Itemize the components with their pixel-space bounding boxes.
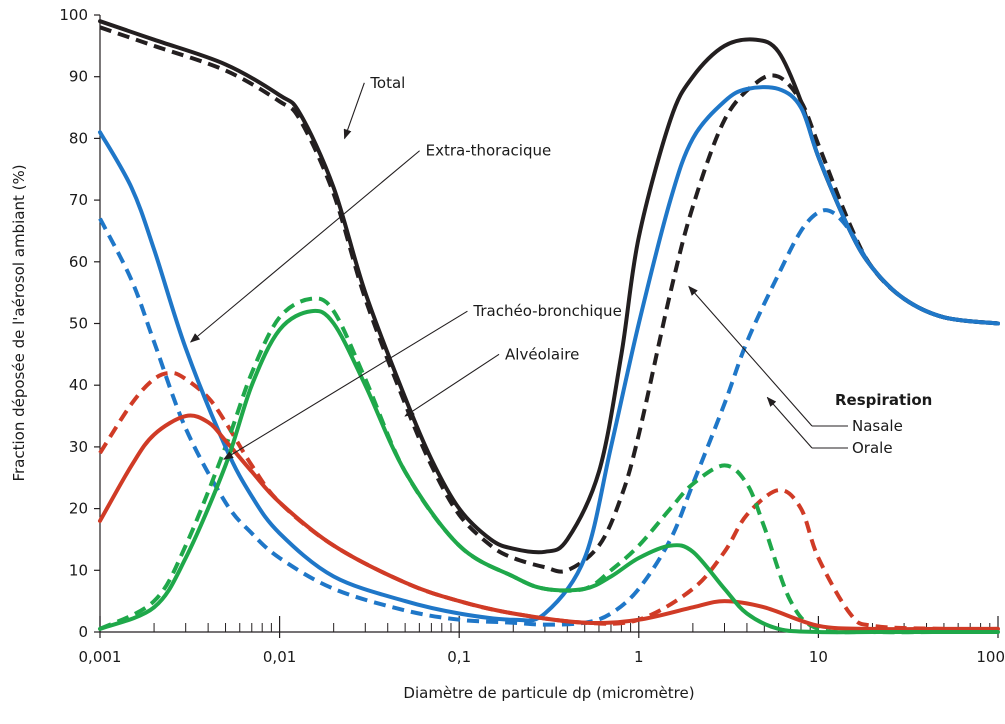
series-line-extra-thoracique-orale bbox=[98, 208, 999, 627]
axes bbox=[99, 15, 998, 633]
legend-arrow bbox=[766, 396, 813, 449]
y-tick-label: 10 bbox=[69, 561, 88, 579]
series-line-extra-thoracique-nasale bbox=[98, 85, 1000, 623]
annotation-arrow bbox=[404, 353, 500, 417]
y-ticks: 0 10 20 30 40 50 60 70 80 90 100 bbox=[59, 6, 100, 641]
x-tick-label: 100 bbox=[976, 648, 1005, 666]
y-tick-label: 70 bbox=[69, 191, 88, 209]
y-tick-label: 60 bbox=[69, 253, 88, 271]
y-tick-label: 0 bbox=[78, 623, 88, 641]
annotation-label: Total bbox=[369, 74, 405, 92]
legend-arrow bbox=[688, 285, 813, 427]
legend-title: Respiration bbox=[835, 391, 932, 409]
y-tick-label: 40 bbox=[69, 376, 88, 394]
series-line-tracheo-bronchique-orale bbox=[98, 370, 999, 632]
y-tick-label: 50 bbox=[69, 315, 88, 333]
y-axis-title: Fraction déposée de l'aérosol ambiant (%… bbox=[10, 164, 28, 481]
annotation-label: Extra-thoracique bbox=[426, 142, 552, 160]
x-tick-label: 10 bbox=[809, 648, 828, 666]
annotation-arrow bbox=[223, 310, 468, 460]
series-group bbox=[98, 19, 1000, 635]
annotations: Total Extra-thoracique Trachéo-bronchique A… bbox=[189, 74, 622, 460]
x-tick-label: 1 bbox=[634, 648, 644, 666]
y-tick-label: 20 bbox=[69, 500, 88, 518]
series-line-total-orale bbox=[99, 25, 999, 574]
annotation-label: Alvéolaire bbox=[505, 345, 579, 363]
y-tick-label: 80 bbox=[69, 129, 88, 147]
annotation-arrow bbox=[189, 150, 420, 343]
x-tick-label: 0,01 bbox=[263, 648, 296, 666]
x-tick-label: 0,1 bbox=[447, 648, 471, 666]
y-tick-label: 100 bbox=[59, 6, 88, 24]
x-ticks: 0,001 0,01 0,1 1 10 100 bbox=[79, 616, 1005, 666]
annotation-arrow bbox=[343, 82, 365, 140]
legend-entry-label: Orale bbox=[852, 439, 893, 457]
series-line-total-nasale bbox=[98, 19, 1000, 555]
x-axis-title: Diamètre de particule dp (micromètre) bbox=[403, 684, 694, 702]
x-tick-label: 0,001 bbox=[79, 648, 122, 666]
series-line-tracheo-bronchique-nasale bbox=[98, 413, 1000, 632]
legend: Respiration Nasale Orale bbox=[688, 285, 932, 457]
annotation-label: Trachéo-bronchique bbox=[472, 302, 621, 320]
y-tick-label: 90 bbox=[69, 68, 88, 86]
series-line-alveolaire-nasale bbox=[98, 308, 1000, 635]
y-tick-label: 30 bbox=[69, 438, 88, 456]
legend-entry-label: Nasale bbox=[852, 417, 903, 435]
